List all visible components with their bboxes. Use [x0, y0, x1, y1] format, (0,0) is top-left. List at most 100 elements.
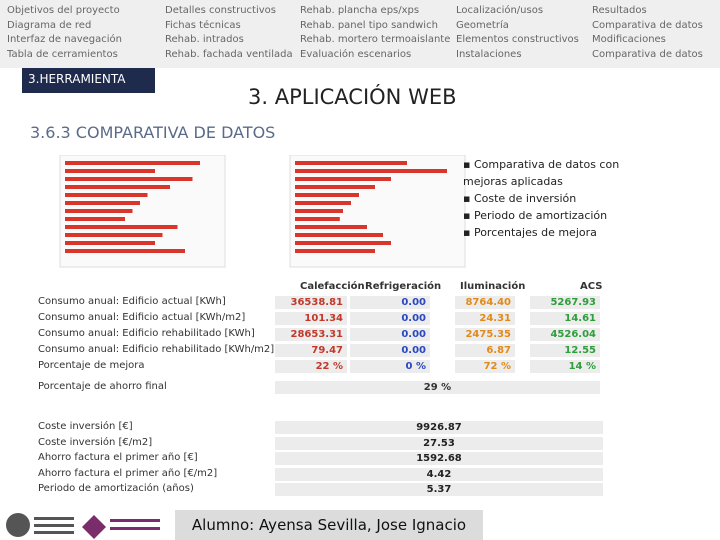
bar	[65, 169, 155, 173]
nav-link[interactable]: Modificaciones	[592, 34, 666, 45]
logo-text	[34, 531, 74, 534]
row-label: Periodo de amortización (años)	[38, 483, 194, 494]
nav-bar	[0, 0, 720, 68]
nav-link[interactable]: Rehab. plancha eps/xps	[300, 5, 420, 16]
row-label: Consumo anual: Edificio rehabilitado [KW…	[38, 328, 255, 339]
title: 3. APLICACIÓN WEB	[248, 85, 457, 109]
nav-link[interactable]: Rehab. mortero termoaislante	[300, 34, 451, 45]
column-header: ACS	[580, 281, 603, 292]
nav-link[interactable]: Localización/usos	[456, 5, 544, 16]
bar	[65, 161, 200, 165]
nav-link[interactable]: Rehab. panel tipo sandwich	[300, 19, 438, 31]
logo-icons	[6, 513, 160, 539]
logos	[0, 505, 175, 540]
row-label: Coste inversión [€/m2]	[38, 436, 153, 448]
bar	[295, 233, 383, 237]
logo-text	[34, 517, 74, 520]
cell: 6.87	[455, 344, 515, 357]
nav-link[interactable]: Interfaz de navegación	[7, 34, 122, 45]
nav-link[interactable]: Comparativa de datos	[592, 48, 703, 60]
row-label: Porcentaje de ahorro final	[38, 381, 167, 392]
column-header: Iluminación	[460, 281, 526, 292]
bar	[295, 169, 447, 173]
column-header: Refrigeración	[365, 281, 442, 292]
row-label: Coste inversión [€]	[38, 421, 133, 432]
cell: 2475.35	[455, 328, 515, 341]
section-tab[interactable]: 3.HERRAMIENTA	[22, 68, 155, 93]
cell: 14 %	[530, 360, 600, 373]
bar	[65, 217, 125, 221]
cell: 14.61	[530, 312, 600, 325]
cell: 24.31	[455, 312, 515, 325]
nav-link[interactable]: Geometría	[456, 19, 509, 31]
row-label: Ahorro factura el primer año [€]	[38, 452, 198, 463]
nav-link[interactable]: Comparativa de datos	[592, 19, 703, 31]
row-label: Ahorro factura el primer año [€/m2]	[38, 467, 218, 479]
bullet-list: ▪ Comparativa de datos con mejoras aplic…	[463, 156, 663, 241]
bar	[65, 233, 163, 237]
bullet-text: Comparativa de datos con mejoras aplicad…	[463, 158, 620, 188]
bullet-text: Periodo de amortización	[473, 209, 608, 222]
logo-text	[34, 524, 74, 527]
bar	[65, 241, 155, 245]
bar	[295, 241, 391, 245]
cell: 1592.68	[275, 452, 603, 465]
nav-link[interactable]: Instalaciones	[456, 48, 522, 60]
cell: 0.00	[350, 344, 430, 357]
cell: 29 %	[275, 381, 600, 394]
subtitle: 3.6.3 COMPARATIVA DE DATOS	[30, 123, 276, 142]
bar	[65, 185, 170, 189]
bar	[65, 209, 133, 213]
bar	[295, 225, 367, 229]
nav-link[interactable]: Detalles constructivos	[165, 5, 276, 16]
bar	[65, 193, 148, 197]
cell: 5.37	[275, 483, 603, 496]
logo-text	[110, 527, 160, 530]
bullet-text: Coste de inversión	[473, 192, 577, 205]
cell: 4526.04	[530, 328, 600, 341]
cell: 79.47	[275, 344, 347, 357]
mini-chart-bg	[289, 155, 466, 268]
bullet: ▪ Coste de inversión	[463, 192, 577, 205]
nav-link[interactable]: Rehab. fachada ventilada	[165, 48, 293, 60]
cell: 22 %	[275, 360, 347, 373]
bar	[295, 177, 391, 181]
cell: 0.00	[350, 328, 430, 341]
bullet: ▪ Comparativa de datos con mejoras aplic…	[463, 158, 620, 188]
bar	[295, 249, 375, 253]
bar	[295, 209, 343, 213]
cell: 27.53	[275, 436, 603, 450]
cell: 0.00	[350, 296, 430, 309]
cell: 8764.40	[455, 296, 515, 309]
cell: 28653.31	[275, 328, 347, 341]
nav-link[interactable]: Tabla de cerramientos	[7, 48, 118, 60]
logo-upv	[6, 513, 30, 537]
nav-link[interactable]: Resultados	[592, 5, 647, 16]
row-label: Consumo anual: Edificio rehabilitado [KW…	[38, 344, 275, 355]
nav-link[interactable]: Fichas técnicas	[165, 19, 241, 31]
row-label: Consumo anual: Edificio actual [KWh]	[38, 296, 226, 307]
bar	[295, 161, 407, 165]
bar	[295, 201, 351, 205]
bar	[65, 177, 193, 181]
nav-link[interactable]: Diagrama de red	[7, 19, 92, 31]
logo-text	[110, 519, 160, 522]
nav-link[interactable]: Objetivos del proyecto	[7, 5, 120, 16]
bar	[65, 249, 185, 253]
cell: 101.34	[275, 312, 347, 325]
nav-link[interactable]: Elementos constructivos	[456, 34, 579, 45]
bar	[295, 185, 375, 189]
logo-school	[82, 515, 106, 539]
column-header: Calefacción	[300, 281, 365, 292]
nav-link[interactable]: Rehab. intrados	[165, 34, 244, 45]
cell: 0.00	[350, 312, 430, 325]
bullet-text: Porcentajes de mejora	[473, 226, 597, 239]
mini-charts	[59, 155, 466, 268]
cell: 36538.81	[275, 296, 347, 309]
row-label: Porcentaje de mejora	[38, 360, 145, 371]
nav-link[interactable]: Evaluación escenarios	[300, 48, 412, 60]
cell: 9926.87	[275, 421, 603, 434]
author: Alumno: Ayensa Sevilla, Jose Ignacio	[175, 510, 483, 540]
row-label: Consumo anual: Edificio actual [KWh/m2]	[38, 312, 246, 323]
bar	[65, 201, 140, 205]
